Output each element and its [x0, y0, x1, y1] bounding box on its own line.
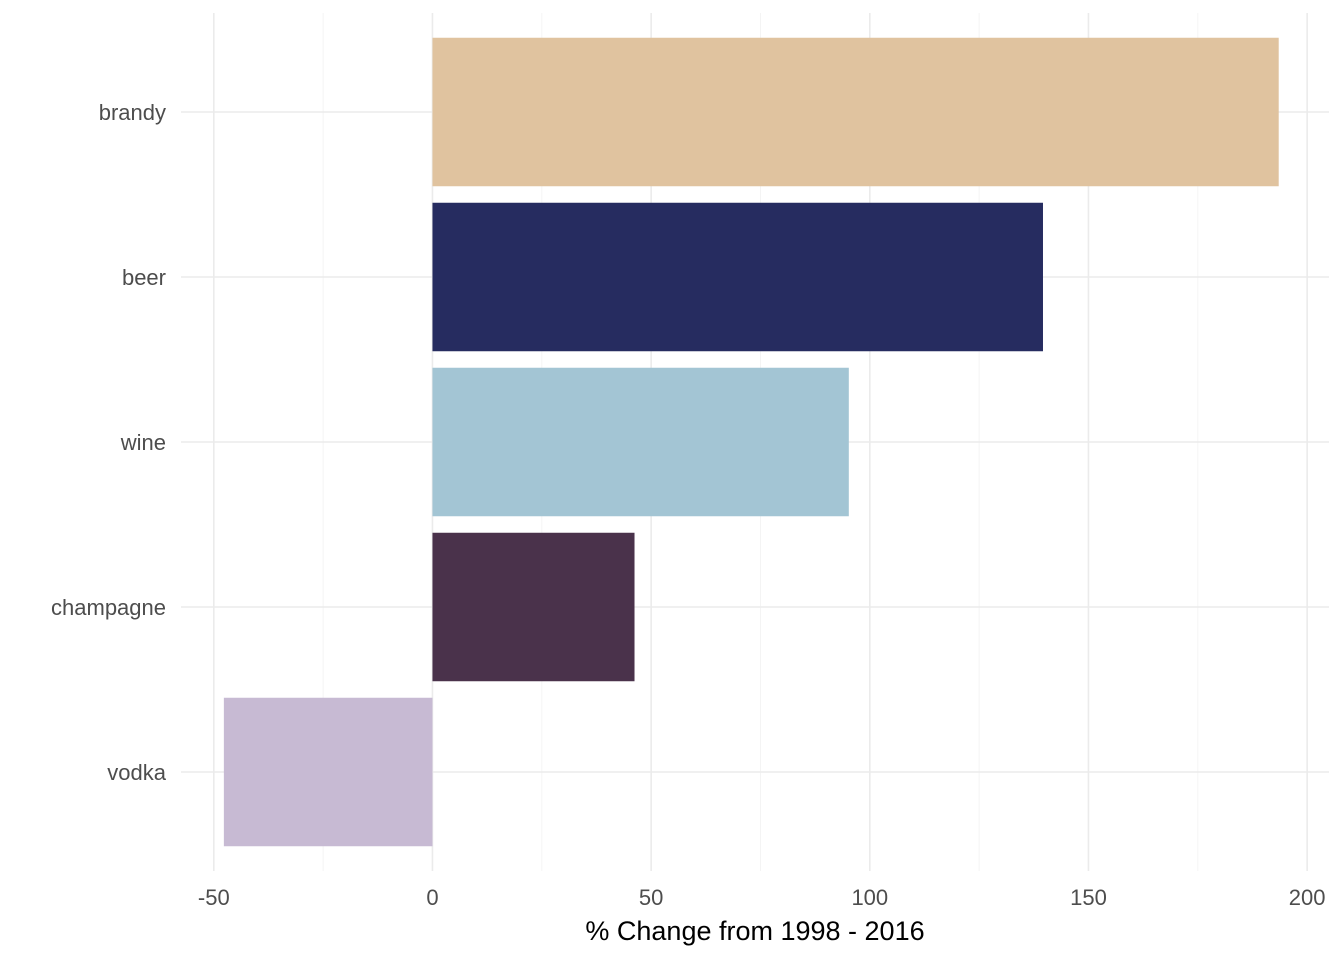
x-tick-label: 150 [1070, 885, 1107, 910]
x-tick-label: -50 [198, 885, 230, 910]
y-tick-label-wine: wine [120, 430, 166, 455]
bar-beer [432, 202, 1043, 352]
y-tick-label-vodka: vodka [107, 760, 166, 785]
x-tick-label: 0 [426, 885, 438, 910]
x-tick-label: 50 [639, 885, 663, 910]
x-tick-label: 100 [851, 885, 888, 910]
x-tick-label: 200 [1289, 885, 1326, 910]
y-tick-label-beer: beer [122, 265, 166, 290]
bar-champagne [432, 532, 635, 682]
x-axis-title: % Change from 1998 - 2016 [585, 916, 924, 946]
bar-brandy [432, 37, 1279, 187]
y-tick-labels: brandy beer wine champagne vodka [51, 100, 167, 785]
x-tick-labels: -50 0 50 100 150 200 [198, 885, 1326, 910]
bar-vodka [223, 697, 433, 847]
bar-wine [432, 367, 849, 517]
y-tick-label-brandy: brandy [99, 100, 166, 125]
y-tick-label-champagne: champagne [51, 595, 166, 620]
bars-layer [223, 37, 1279, 847]
